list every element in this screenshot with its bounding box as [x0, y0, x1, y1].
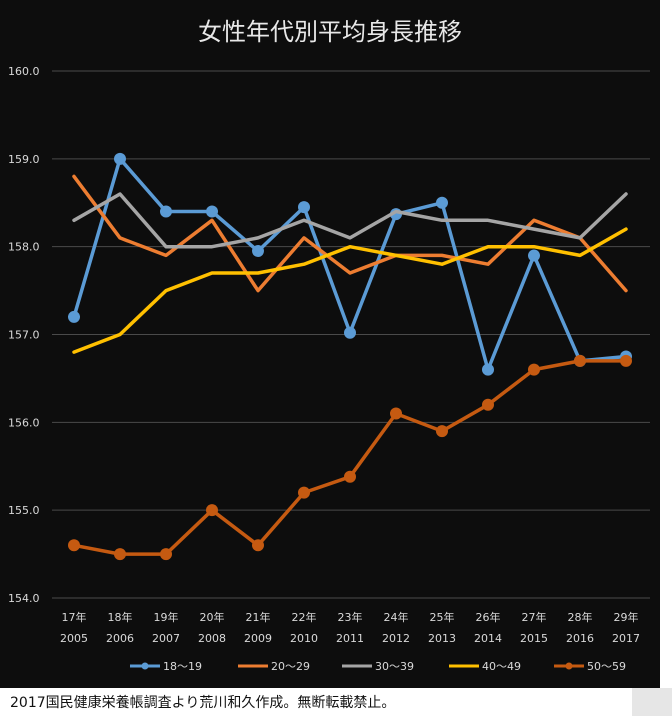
series-line-3: [72, 227, 628, 354]
legend-label[interactable]: 50〜59: [587, 660, 626, 673]
data-point: [482, 363, 494, 376]
x-tick-label-era: 24年: [384, 610, 409, 624]
data-point: [298, 201, 310, 214]
x-tick-label-year: 2012: [382, 632, 410, 645]
legend-label[interactable]: 18〜19: [163, 660, 202, 673]
x-tick-label-era: 20年: [200, 610, 225, 624]
x-tick-label-era: 21年: [246, 610, 271, 624]
x-tick-label-year: 2005: [60, 632, 88, 645]
data-point: [528, 249, 540, 262]
x-tick-label-year: 2014: [474, 632, 502, 645]
x-tick-label-era: 18年: [108, 610, 133, 624]
data-point: [390, 407, 402, 420]
data-point: [620, 354, 632, 367]
data-point: [298, 486, 310, 499]
series-line-4: [72, 359, 628, 556]
x-tick-label-era: 23年: [338, 610, 363, 624]
legend-label[interactable]: 40〜49: [482, 660, 521, 673]
x-tick-label-era: 19年: [154, 610, 179, 624]
data-point: [436, 196, 448, 209]
right-margin: [660, 0, 672, 688]
legend-label[interactable]: 20〜29: [271, 660, 310, 673]
x-tick-label-era: 28年: [568, 610, 593, 624]
x-tick-label-era: 17年: [62, 610, 87, 624]
data-point: [528, 363, 540, 376]
data-point: [160, 548, 172, 561]
y-tick-label: 154.0: [8, 592, 40, 605]
footer-bar: [0, 688, 632, 716]
x-tick-label-year: 2009: [244, 632, 272, 645]
x-tick-label-year: 2011: [336, 632, 364, 645]
line-chart: 女性年代別平均身長推移 154.0 155.0 156.0 157.0 158.0 159…: [8, 18, 650, 673]
x-tick-label-year: 2008: [198, 632, 226, 645]
legend-label[interactable]: 30〜39: [375, 660, 414, 673]
y-tick-label: 160.0: [8, 65, 40, 78]
x-tick-label-year: 2013: [428, 632, 456, 645]
footer-gray-block: [632, 688, 672, 716]
series-line-2: [72, 192, 628, 249]
data-point: [68, 310, 80, 323]
data-point: [574, 354, 586, 367]
x-tick-label-year: 2016: [566, 632, 594, 645]
data-point: [482, 398, 494, 411]
x-tick-label-era: 26年: [476, 610, 501, 624]
y-tick-label: 159.0: [8, 153, 40, 166]
x-tick-label-year: 2017: [612, 632, 640, 645]
data-point: [206, 205, 218, 218]
x-tick-label-year: 2015: [520, 632, 548, 645]
y-tick-label: 156.0: [8, 416, 40, 429]
data-point: [344, 470, 356, 483]
x-tick-label-era: 27年: [522, 610, 547, 624]
data-point: [114, 548, 126, 561]
y-tick-label: 155.0: [8, 504, 40, 517]
data-point: [206, 504, 218, 517]
data-point: [114, 152, 126, 165]
legend-marker: [141, 662, 149, 670]
x-tick-label-year: 2006: [106, 632, 134, 645]
y-tick-label: 157.0: [8, 329, 40, 342]
data-point: [68, 539, 80, 552]
series-line-1: [72, 174, 628, 293]
x-tick-label-year: 2010: [290, 632, 318, 645]
x-tick-label-era: 29年: [614, 610, 639, 624]
data-point: [252, 245, 264, 258]
x-tick-label-era: 22年: [292, 610, 317, 624]
data-point: [436, 425, 448, 438]
chart-area: 女性年代別平均身長推移 154.0 155.0 156.0 157.0 158.0 159…: [0, 0, 660, 688]
x-tick-label-era: 25年: [430, 610, 455, 624]
source-note: 2017国民健康栄養帳調査より荒川和久作成。無断転載禁止。: [10, 695, 396, 711]
x-tick-label-year: 2007: [152, 632, 180, 645]
data-point: [252, 539, 264, 552]
data-point: [344, 326, 356, 339]
chart-title: 女性年代別平均身長推移: [198, 18, 462, 46]
legend-marker: [565, 662, 573, 670]
y-tick-label: 158.0: [8, 241, 40, 254]
data-point: [160, 205, 172, 218]
